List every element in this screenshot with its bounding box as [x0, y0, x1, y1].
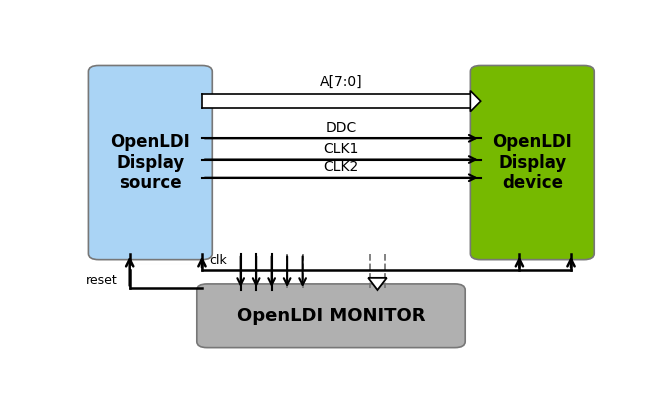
Polygon shape [368, 278, 387, 290]
FancyBboxPatch shape [197, 284, 465, 348]
Polygon shape [470, 91, 481, 112]
Text: A[7:0]: A[7:0] [320, 75, 363, 89]
Text: DDC: DDC [326, 121, 357, 135]
Text: OpenLDI MONITOR: OpenLDI MONITOR [236, 307, 426, 325]
Text: reset: reset [86, 274, 118, 287]
Text: CLK2: CLK2 [324, 160, 359, 174]
Text: clk: clk [210, 254, 228, 267]
Text: OpenLDI
Display
source: OpenLDI Display source [111, 133, 190, 192]
FancyBboxPatch shape [89, 65, 212, 260]
FancyBboxPatch shape [470, 65, 594, 260]
Polygon shape [202, 94, 470, 108]
Text: CLK1: CLK1 [324, 142, 359, 156]
Text: OpenLDI
Display
device: OpenLDI Display device [492, 133, 572, 192]
